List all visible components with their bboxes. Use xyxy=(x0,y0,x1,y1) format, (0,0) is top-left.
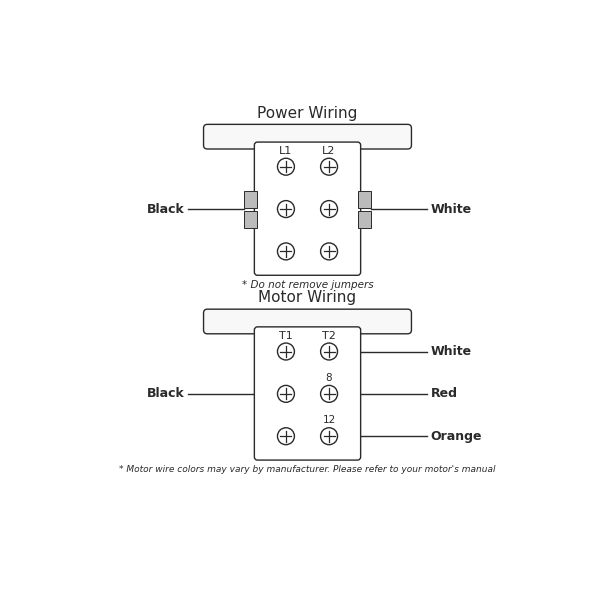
FancyBboxPatch shape xyxy=(254,142,361,275)
Text: Black: Black xyxy=(146,388,184,400)
Bar xyxy=(244,211,257,227)
Bar xyxy=(358,211,371,227)
Text: Motor Wiring: Motor Wiring xyxy=(259,290,356,305)
Text: * Do not remove jumpers: * Do not remove jumpers xyxy=(242,280,373,290)
Text: T2: T2 xyxy=(322,331,336,341)
Text: 12: 12 xyxy=(322,415,335,425)
Bar xyxy=(358,191,371,208)
FancyBboxPatch shape xyxy=(254,327,361,460)
Text: L2: L2 xyxy=(322,146,336,156)
Text: 8: 8 xyxy=(326,373,332,383)
Text: White: White xyxy=(431,345,472,358)
Text: Power Wiring: Power Wiring xyxy=(257,106,358,121)
FancyBboxPatch shape xyxy=(203,124,412,149)
Text: T1: T1 xyxy=(279,331,293,341)
Text: Orange: Orange xyxy=(431,430,482,443)
Text: White: White xyxy=(431,203,472,215)
Text: Black: Black xyxy=(146,203,184,215)
Text: * Motor wire colors may vary by manufacturer. Please refer to your motor's manua: * Motor wire colors may vary by manufact… xyxy=(119,464,496,474)
Text: L1: L1 xyxy=(280,146,293,156)
Bar xyxy=(244,191,257,208)
Text: Red: Red xyxy=(431,388,458,400)
FancyBboxPatch shape xyxy=(203,309,412,334)
